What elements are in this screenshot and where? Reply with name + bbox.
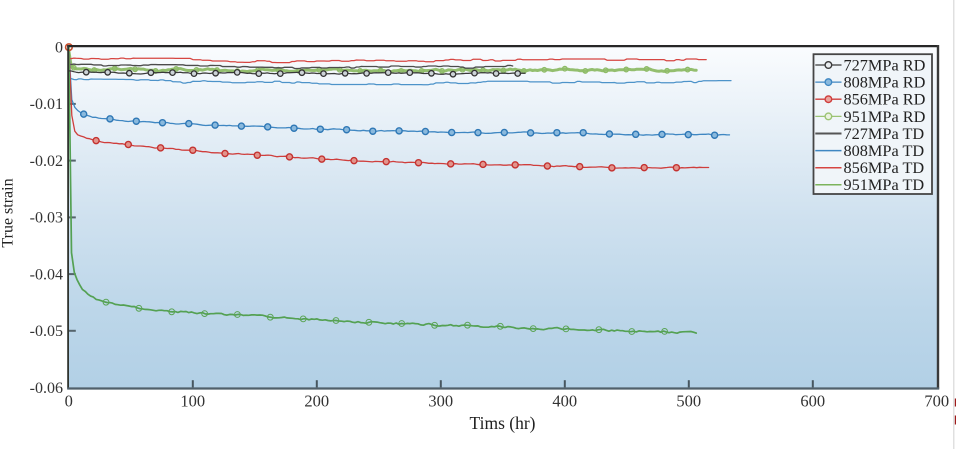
svg-text:951MPa RD: 951MPa RD	[844, 107, 926, 126]
svg-text:Tims (hr): Tims (hr)	[470, 413, 536, 433]
svg-text:856MPa TD: 856MPa TD	[844, 158, 925, 177]
svg-text:100: 100	[180, 392, 205, 411]
svg-text:727MPa RD: 727MPa RD	[844, 55, 926, 74]
svg-text:True strain: True strain	[0, 178, 17, 247]
svg-text:856MPa RD: 856MPa RD	[844, 90, 926, 109]
svg-text:600: 600	[800, 392, 825, 411]
svg-text:-0.06: -0.06	[30, 380, 63, 397]
svg-text:-0.05: -0.05	[30, 323, 63, 340]
svg-text:500: 500	[676, 392, 701, 411]
svg-text:0: 0	[55, 40, 63, 57]
svg-text:-0.01: -0.01	[30, 96, 63, 113]
svg-text:-0.02: -0.02	[30, 153, 63, 170]
svg-text:300: 300	[428, 392, 453, 411]
svg-text:700: 700	[924, 392, 949, 411]
svg-text:808MPa TD: 808MPa TD	[844, 141, 925, 160]
svg-text:951MPa TD: 951MPa TD	[844, 175, 925, 194]
svg-text:808MPa RD: 808MPa RD	[844, 73, 926, 92]
svg-text:200: 200	[304, 392, 329, 411]
svg-text:-0.04: -0.04	[30, 266, 63, 283]
svg-text:727MPa TD: 727MPa TD	[844, 124, 925, 143]
svg-text:0: 0	[65, 392, 73, 411]
svg-text:400: 400	[552, 392, 577, 411]
svg-text:-0.03: -0.03	[30, 210, 63, 227]
